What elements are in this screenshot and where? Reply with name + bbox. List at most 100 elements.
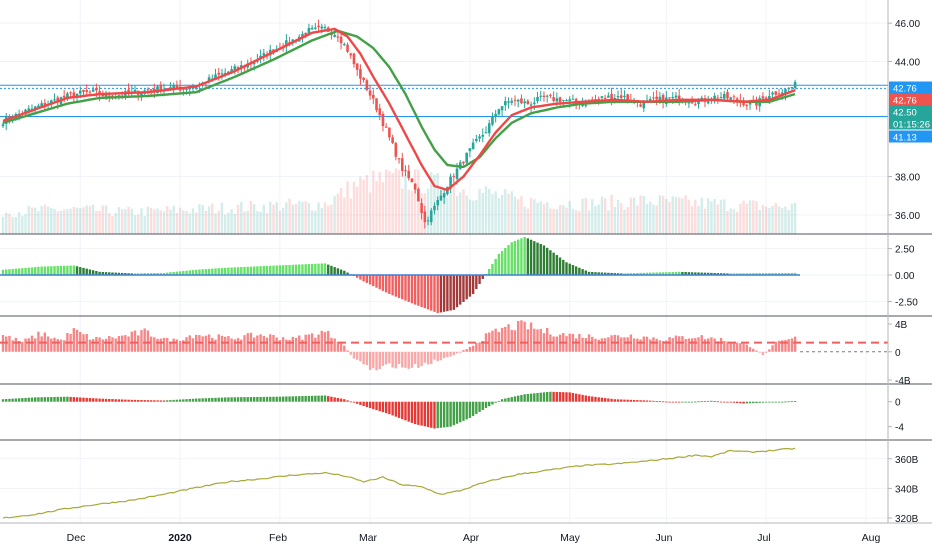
- histogram-bar: [533, 393, 536, 402]
- histogram-bar: [761, 351, 765, 356]
- histogram-bar: [661, 341, 665, 352]
- candle-body: [542, 95, 546, 98]
- panel4-tick-label: -4: [895, 423, 904, 434]
- histogram-bar: [56, 266, 59, 275]
- histogram-bar: [53, 337, 56, 352]
- candle-body: [471, 142, 475, 150]
- histogram-bar: [549, 250, 552, 275]
- histogram-bar: [739, 401, 742, 404]
- histogram-bar: [27, 338, 30, 352]
- histogram-bar: [758, 401, 761, 403]
- histogram-bar: [790, 272, 794, 275]
- candle-body: [169, 87, 172, 89]
- volume-bar: [252, 204, 256, 234]
- histogram-bar: [298, 396, 301, 402]
- histogram-bar: [24, 338, 27, 352]
- histogram-bar: [397, 351, 401, 364]
- histogram-bar: [639, 400, 642, 402]
- volume-bar: [697, 205, 700, 234]
- time-axis-label: Dec: [67, 532, 86, 544]
- candle-body: [175, 84, 179, 89]
- histogram-bar: [755, 350, 758, 352]
- histogram-bar: [748, 401, 752, 404]
- candle-body: [571, 98, 575, 100]
- histogram-bar: [526, 393, 530, 402]
- candle-body: [404, 170, 407, 172]
- histogram-bar: [697, 272, 700, 275]
- histogram-bar: [542, 392, 546, 402]
- price-tick-label: 38.00: [895, 173, 920, 184]
- histogram-bar: [381, 351, 385, 366]
- histogram-bar: [526, 329, 530, 352]
- candle-body: [1, 124, 5, 127]
- volume-bar: [275, 202, 278, 234]
- candle-body: [516, 99, 520, 102]
- histogram-bar: [781, 340, 784, 352]
- candle-body: [223, 72, 227, 75]
- histogram-bar: [793, 401, 797, 402]
- volume-bar: [352, 181, 356, 234]
- histogram-bar: [500, 399, 504, 402]
- histogram-bar: [626, 273, 629, 275]
- histogram-bar: [336, 397, 340, 402]
- histogram-bar: [82, 267, 85, 275]
- histogram-bar: [600, 272, 604, 275]
- time-axis-label: Jun: [656, 532, 673, 544]
- time-axis[interactable]: Dec 2020 Feb Mar Apr May Jun Jul Aug: [67, 532, 881, 544]
- histogram-bar: [597, 339, 600, 352]
- candle-body: [91, 89, 95, 92]
- histogram-bar: [227, 267, 230, 275]
- histogram-bar: [436, 351, 439, 361]
- volume-bar: [536, 202, 539, 234]
- histogram-bar: [494, 401, 497, 403]
- histogram-bar: [581, 394, 584, 402]
- histogram-bar: [562, 392, 565, 402]
- volume-bar: [368, 192, 372, 234]
- candle-body: [549, 94, 552, 96]
- candle-body: [513, 99, 517, 101]
- histogram-bar: [336, 268, 340, 275]
- candle-body: [726, 92, 729, 99]
- volume-bar: [211, 203, 214, 234]
- histogram-bar: [623, 337, 626, 352]
- candle-body: [774, 91, 778, 95]
- histogram-bar: [375, 275, 378, 288]
- histogram-bar: [649, 339, 652, 352]
- candle-body: [285, 40, 288, 47]
- histogram-bar: [349, 351, 352, 355]
- volume-bar: [716, 204, 720, 234]
- histogram-bar: [307, 264, 311, 275]
- candle-body: [536, 96, 539, 102]
- volume-bar: [613, 207, 616, 234]
- volume-bar: [162, 211, 166, 234]
- histogram-bar: [468, 346, 472, 352]
- histogram-bar: [768, 401, 771, 403]
- volume-bar: [269, 201, 272, 234]
- histogram-bar: [59, 339, 63, 352]
- histogram-bar: [636, 338, 639, 352]
- candle-body: [336, 36, 340, 38]
- histogram-bar: [462, 350, 465, 352]
- histogram-bar: [149, 273, 153, 275]
- histogram-bar: [146, 330, 150, 352]
- histogram-bar: [632, 273, 636, 275]
- volume-bar: [166, 206, 169, 234]
- histogram-bar: [72, 265, 76, 275]
- histogram-bar: [539, 328, 542, 352]
- histogram-bar: [745, 273, 749, 275]
- histogram-bar: [710, 272, 713, 275]
- volume-bar: [558, 205, 562, 234]
- price-tag: [889, 93, 932, 106]
- candle-body: [610, 93, 613, 101]
- histogram-bar: [372, 351, 375, 369]
- histogram-bar: [587, 396, 591, 402]
- histogram-bar: [85, 333, 88, 352]
- price-tag: [889, 117, 932, 130]
- histogram-bar: [623, 273, 626, 275]
- histogram-bar: [533, 328, 536, 352]
- volume-bar: [149, 207, 153, 234]
- price-axis[interactable]: 36.00 38.00 44.00 46.00 2.50 0.00 -2.50 4B 0 -4B 0…: [888, 19, 920, 525]
- histogram-bar: [98, 398, 101, 402]
- candle-body: [214, 74, 217, 81]
- histogram-bar: [378, 401, 381, 412]
